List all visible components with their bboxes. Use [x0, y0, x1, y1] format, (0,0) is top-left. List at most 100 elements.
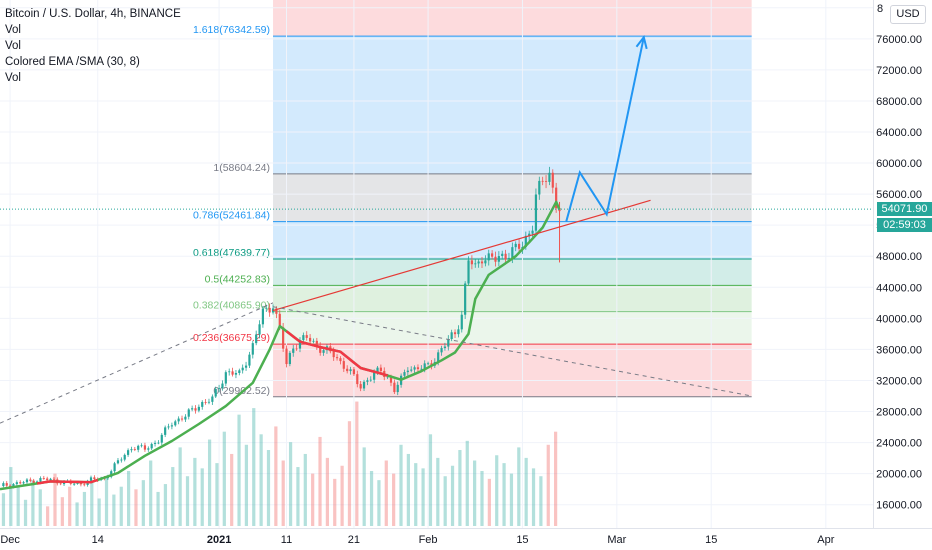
- candle-body: [5, 483, 8, 486]
- candle-body: [504, 253, 507, 260]
- last-price-label: 54071.90: [877, 202, 932, 217]
- volume-bar: [38, 489, 42, 526]
- volume-bar: [112, 494, 116, 526]
- volume-bar: [554, 431, 558, 526]
- volume-bar: [53, 473, 57, 526]
- time-axis[interactable]: Dec 14 2021 11 21 Feb 15 Mar 15 Apr: [0, 534, 834, 546]
- fib-level-label: 1.618(76342.59): [193, 24, 270, 36]
- volume-bar: [524, 457, 528, 526]
- price-tick-label: 20000.00: [876, 469, 922, 481]
- legend-ema-sma[interactable]: Colored EMA /SMA (30, 8): [5, 56, 140, 68]
- candle-body: [79, 483, 82, 485]
- candle-body: [366, 380, 369, 382]
- candle-body: [157, 442, 160, 444]
- candle-body: [369, 379, 372, 381]
- volume-bar: [75, 502, 79, 526]
- candle-body: [373, 372, 376, 380]
- volume-bar: [185, 476, 190, 526]
- candle-body: [261, 308, 265, 325]
- candle-body: [332, 351, 335, 358]
- volume-bar: [259, 434, 263, 526]
- fib-level-label: 0.786(52461.84): [193, 210, 270, 222]
- volume-bar: [200, 468, 204, 526]
- fib-level-label: 0.236(36675.29): [193, 332, 270, 344]
- candle-body: [356, 374, 359, 385]
- fibonacci-retracement[interactable]: 1.618(76342.59) 1(58604.24) 0.786(52461.84…: [193, 0, 752, 398]
- time-tick-label: 14: [92, 534, 104, 546]
- trendlines[interactable]: [0, 199, 752, 424]
- volume-bar: [428, 434, 433, 526]
- price-tick-label: 44000.00: [876, 282, 922, 294]
- candle-body: [352, 369, 356, 375]
- time-tick-label: Apr: [817, 534, 834, 546]
- candle-body: [130, 449, 133, 451]
- time-tick-label: Feb: [419, 534, 438, 546]
- fib-zone: [273, 36, 752, 174]
- time-tick-label: 2021: [207, 534, 231, 546]
- projection-path[interactable]: [0, 35, 873, 222]
- volume-bar: [288, 442, 293, 526]
- volume-bar: [68, 486, 72, 526]
- volume-bar: [266, 450, 271, 526]
- volume-bar: [318, 436, 322, 526]
- volume-bar: [222, 431, 226, 526]
- candle-body: [120, 459, 123, 461]
- fib-zone: [273, 344, 752, 397]
- candle-body: [386, 376, 389, 378]
- candle-body: [49, 478, 52, 481]
- candle-body: [305, 335, 308, 338]
- candle-body: [204, 401, 207, 403]
- candle-body: [292, 348, 295, 353]
- candle-body: [491, 253, 494, 257]
- candle-body: [150, 443, 153, 449]
- candle-body: [457, 329, 460, 335]
- legend-volume-1[interactable]: Vol: [5, 24, 21, 36]
- candle-body: [376, 367, 379, 373]
- candle-body: [524, 235, 527, 247]
- candle-body: [484, 260, 487, 264]
- volume-bar: [450, 465, 455, 526]
- time-scale-border: [0, 528, 932, 529]
- candle-body: [217, 388, 221, 389]
- legend-volume-2[interactable]: Vol: [5, 40, 21, 52]
- candle-body: [197, 406, 200, 411]
- fib-zone: [273, 0, 752, 37]
- currency-button[interactable]: USD: [890, 5, 926, 24]
- volume-bar: [296, 467, 300, 526]
- volume-bar: [237, 414, 241, 526]
- time-tick-label: 21: [348, 534, 360, 546]
- volume-bar: [31, 480, 35, 526]
- candle-body: [278, 313, 281, 328]
- candle-body: [410, 369, 413, 371]
- volume-bar: [90, 482, 94, 526]
- time-tick-label: 15: [516, 534, 528, 546]
- time-tick-label: 15: [705, 534, 717, 546]
- volume-bar: [97, 498, 101, 526]
- volume-bar: [399, 444, 403, 526]
- candle-body: [548, 172, 551, 182]
- candle-body: [393, 382, 396, 393]
- candle-body: [39, 478, 42, 482]
- time-tick-label: 11: [281, 534, 292, 546]
- price-tick-label: 24000.00: [876, 438, 922, 450]
- volume-bar: [104, 476, 109, 526]
- price-tick-label: 48000.00: [876, 251, 922, 263]
- candle-body: [59, 483, 62, 485]
- candle-body: [544, 181, 548, 182]
- candle-body: [73, 483, 76, 485]
- candle-body: [416, 367, 420, 370]
- candle-body: [76, 483, 79, 484]
- fib-zone: [273, 285, 752, 312]
- volume-bar: [60, 497, 64, 526]
- candle-body: [164, 427, 167, 435]
- ema-sma-line: [0, 200, 561, 491]
- price-axis[interactable]: 16000.00 20000.00 24000.00 28000.00 32000.00…: [876, 3, 922, 512]
- volume-bar: [465, 440, 469, 526]
- legend-volume-3[interactable]: Vol: [5, 72, 21, 84]
- candle-body: [309, 337, 312, 342]
- volume-bar: [421, 468, 425, 526]
- candle-body: [528, 233, 531, 236]
- symbol-title[interactable]: Bitcoin / U.S. Dollar, 4h, BINANCE: [5, 8, 181, 20]
- fib-zone: [273, 311, 752, 345]
